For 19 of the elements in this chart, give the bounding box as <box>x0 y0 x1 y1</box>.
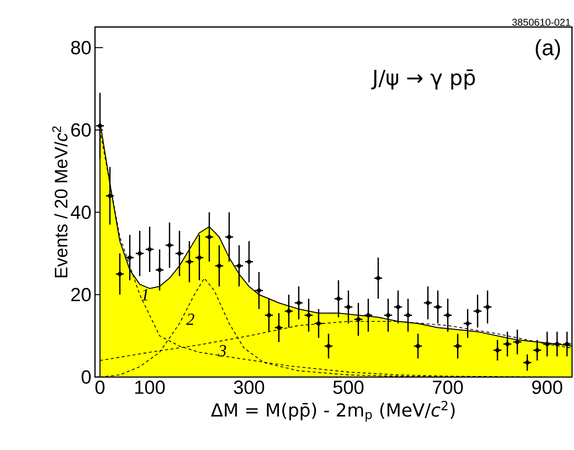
annotation: 2 <box>186 314 194 325</box>
annotation: 1 <box>141 289 148 300</box>
x-tick-label: 700 <box>432 380 463 394</box>
y-axis-title: Events / 20 MeV/c$^{2}$ <box>52 126 68 278</box>
x-tick-label: 500 <box>333 380 364 394</box>
annotation: 3 <box>218 345 226 356</box>
text: 3850610-021 <box>512 18 570 26</box>
y-tick-label: 40 <box>70 206 91 220</box>
x-tick-label: 900 <box>532 380 562 394</box>
y-tick-label: 60 <box>71 123 91 137</box>
x-tick-label: 300 <box>234 380 264 394</box>
y-tick-label: 0 <box>82 370 91 384</box>
x-axis-title: ΔM = M(pp̄) - 2m$_{p}$ (MeV/c$^{2}$) <box>210 400 455 422</box>
x-tick-label: 0 <box>95 380 105 394</box>
annotation: (a) <box>536 39 560 60</box>
text: J/ψ → γ pp̄ <box>371 69 475 90</box>
y-tick-label: 20 <box>71 288 91 302</box>
x-tick-label: 100 <box>135 380 165 394</box>
y-tick-label: 80 <box>71 40 91 54</box>
